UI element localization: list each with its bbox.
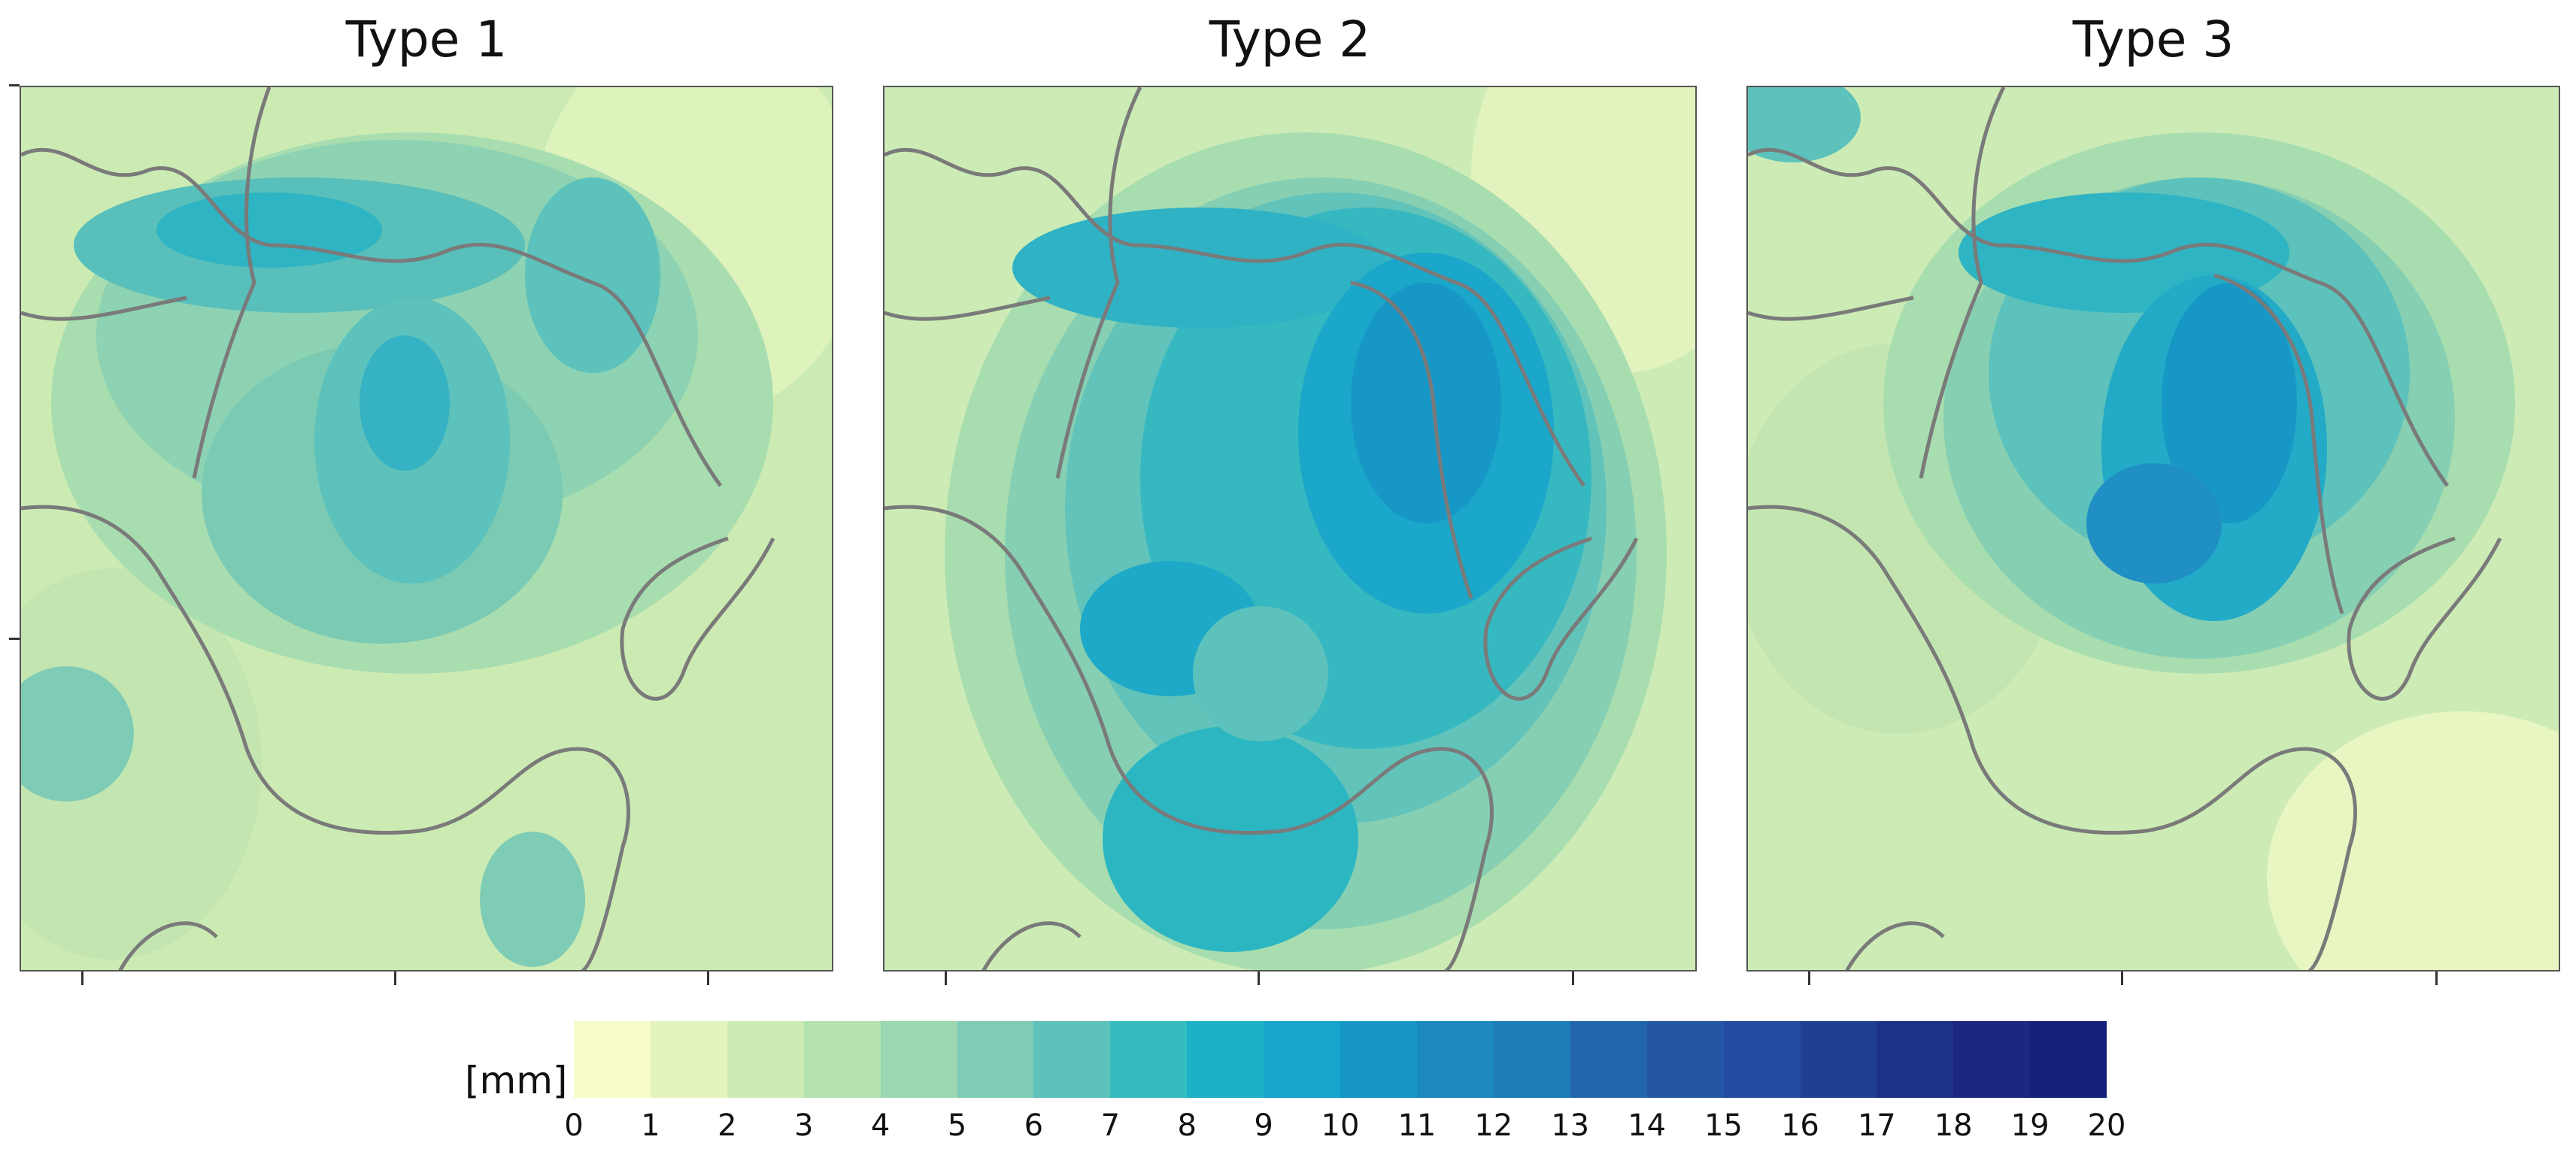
map-panel-type-2: [883, 86, 1697, 972]
colorbar-tick-label: 4: [870, 1108, 891, 1143]
precipitation-map-type-2: [884, 87, 1695, 970]
colorbar-tick-label: 17: [1857, 1108, 1896, 1143]
colorbar-segment: [1493, 1021, 1570, 1098]
colorbar-tick-label: 18: [1934, 1108, 1973, 1143]
colorbar-tick-label: 7: [1100, 1108, 1121, 1143]
colorbar-segment: [1110, 1021, 1188, 1098]
colorbar-segment: [1877, 1021, 1954, 1098]
colorbar-tick-label: 1: [641, 1108, 660, 1143]
y-tick-mark: [9, 638, 20, 640]
colorbar-tick-label: 10: [1321, 1108, 1360, 1143]
colorbar-tick-label: 16: [1780, 1108, 1819, 1143]
colorbar-tick-label: 11: [1397, 1108, 1437, 1143]
colorbar-tick-label: 2: [718, 1108, 737, 1143]
panel-title-type-1: Type 1: [345, 11, 508, 68]
x-tick-mark: [1258, 972, 1260, 985]
x-tick-mark: [707, 972, 709, 985]
colorbar-tick-label: 5: [947, 1108, 967, 1143]
x-tick-mark: [1808, 972, 1810, 985]
colorbar-tick-label: 0: [564, 1108, 584, 1143]
colorbar-tick-label: 9: [1254, 1108, 1273, 1143]
colorbar-segment: [1264, 1021, 1341, 1098]
colorbar-segment: [880, 1021, 957, 1098]
colorbar-segment: [574, 1021, 651, 1098]
colorbar-tick-label: 6: [1024, 1108, 1044, 1143]
colorbar-unit-label: [mm]: [465, 1059, 568, 1102]
x-tick-mark: [2121, 972, 2123, 985]
colorbar: [574, 1021, 2107, 1098]
panel-title-type-3: Type 3: [2072, 11, 2235, 68]
x-tick-mark: [81, 972, 83, 985]
colorbar-segment: [1416, 1021, 1494, 1098]
colorbar-segment: [1646, 1021, 1724, 1098]
precipitation-map-type-3: [1748, 87, 2559, 970]
y-tick-mark: [9, 84, 20, 86]
map-panel-type-1: [20, 86, 833, 972]
x-tick-mark: [1572, 972, 1574, 985]
colorbar-tick-label: 13: [1551, 1108, 1590, 1143]
colorbar-tick-label: 19: [2010, 1108, 2050, 1143]
colorbar-tick-label: 15: [1704, 1108, 1743, 1143]
colorbar-segment: [1187, 1021, 1264, 1098]
precipitation-map-type-1: [21, 87, 832, 970]
colorbar-segment: [803, 1021, 881, 1098]
colorbar-segment: [727, 1021, 804, 1098]
colorbar-segment: [1570, 1021, 1647, 1098]
colorbar-segment: [1723, 1021, 1801, 1098]
x-tick-mark: [945, 972, 947, 985]
colorbar-tick-label: 12: [1474, 1108, 1513, 1143]
colorbar-segment: [957, 1021, 1034, 1098]
colorbar-tick-label: 8: [1177, 1108, 1197, 1143]
colorbar-segment: [1953, 1021, 2031, 1098]
colorbar-tick-label: 20: [2087, 1108, 2126, 1143]
x-tick-mark: [394, 972, 396, 985]
x-tick-mark: [2435, 972, 2438, 985]
panel-title-type-2: Type 2: [1209, 11, 1371, 68]
colorbar-segment: [650, 1021, 727, 1098]
colorbar-tick-label: 14: [1628, 1108, 1667, 1143]
colorbar-tick-label: 3: [793, 1108, 814, 1143]
colorbar-segment: [1800, 1021, 1877, 1098]
map-panel-type-3: [1746, 86, 2560, 972]
colorbar-segment: [1340, 1021, 1417, 1098]
colorbar-segment: [2030, 1021, 2107, 1098]
colorbar-segment: [1033, 1021, 1111, 1098]
